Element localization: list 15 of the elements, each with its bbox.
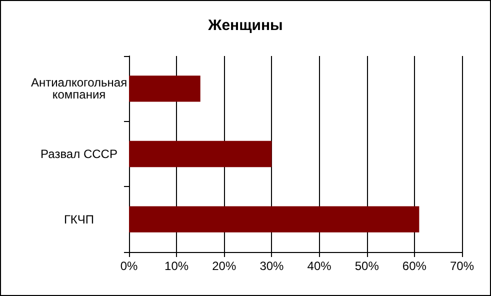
x-tick-label: 50%: [354, 259, 380, 273]
x-tick-label: 10%: [164, 259, 189, 273]
x-tick-label: 40%: [307, 259, 332, 273]
bar: [129, 140, 272, 168]
x-tick-label: 20%: [212, 259, 236, 273]
y-tick-label: ГКЧП: [64, 212, 94, 226]
x-tick-label: 70%: [450, 259, 474, 273]
y-tick-label: Развал СССР: [40, 147, 118, 161]
chart-title: Женщины: [207, 17, 283, 34]
bar: [129, 76, 200, 102]
x-tick-label: 30%: [260, 259, 284, 273]
y-tick-label: Антиалкогольная компания: [30, 76, 128, 102]
x-tick-label: 0%: [120, 259, 138, 273]
x-tick-label: 60%: [402, 259, 427, 273]
bar: [129, 206, 420, 232]
